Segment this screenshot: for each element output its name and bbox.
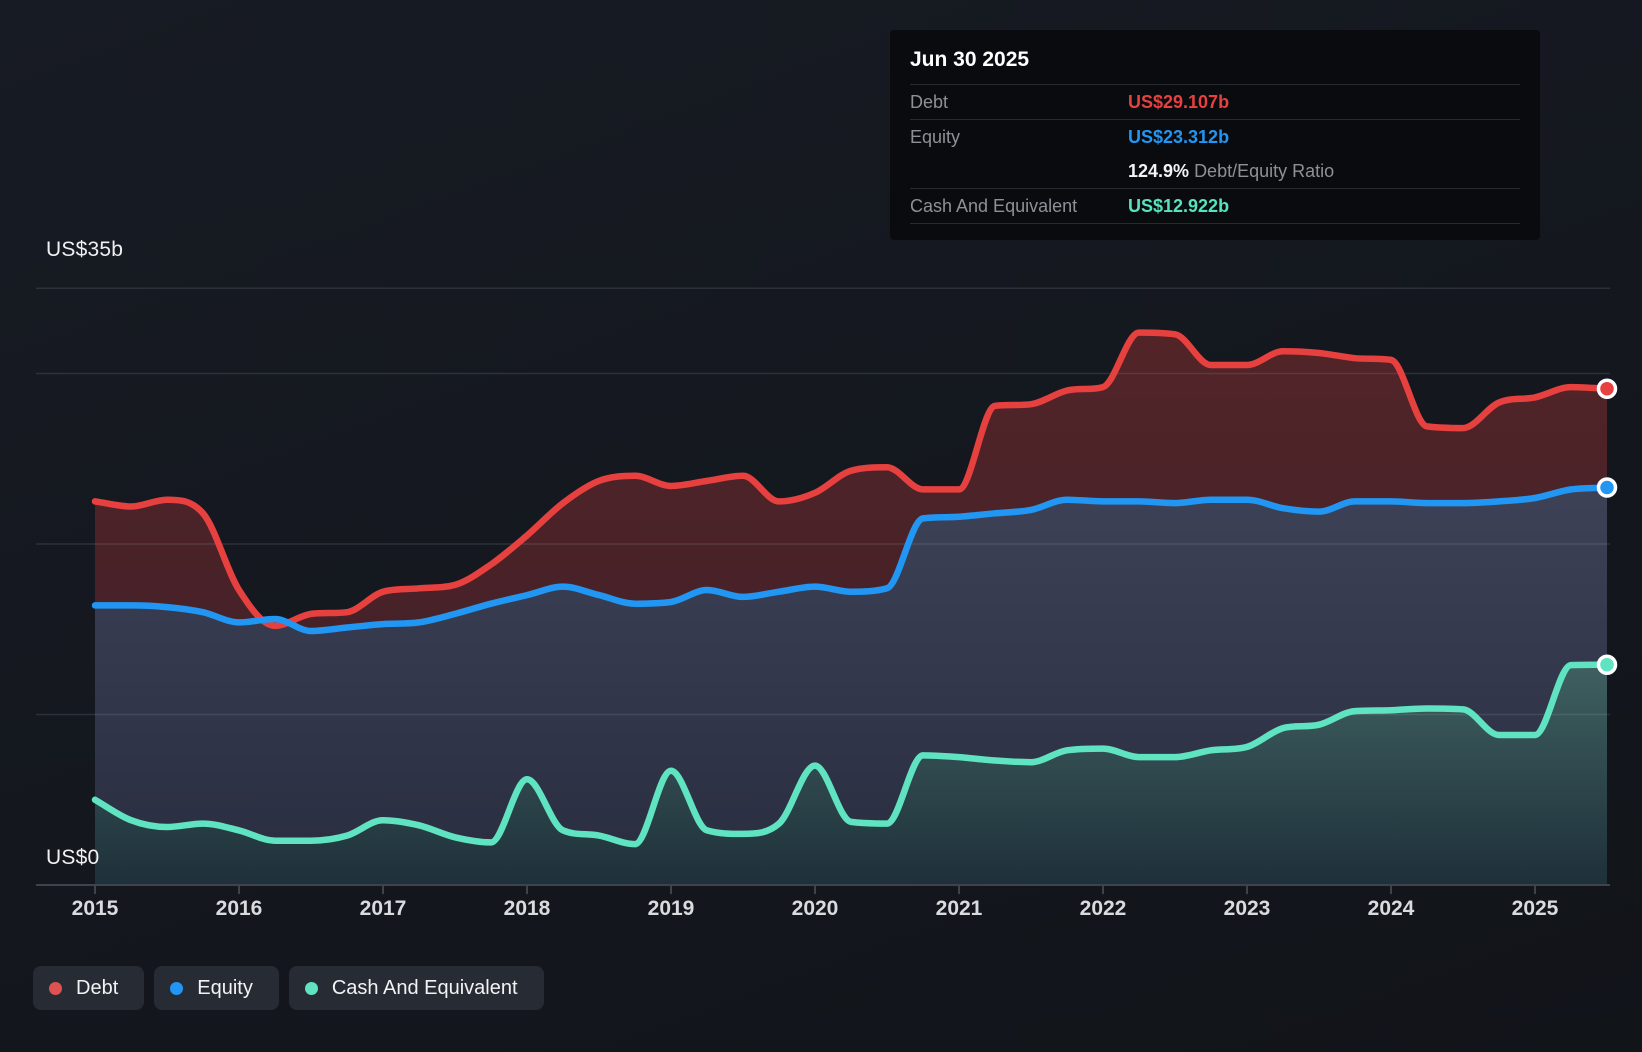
equity-end-marker xyxy=(1599,479,1616,496)
tooltip-label-debt: Debt xyxy=(910,92,948,113)
debt-equity-history-chart: US$35b US$0 2015 2016 2017 2018 2019 2020 2021… xyxy=(0,0,1642,1052)
equity-dot-icon xyxy=(170,982,183,995)
tooltip-row-debt: Debt US$29.107b xyxy=(910,84,1520,119)
x-axis-label-2021: 2021 xyxy=(936,897,983,921)
tooltip-row-debt-equity-ratio: 124.9% Debt/Equity Ratio xyxy=(910,154,1520,188)
tooltip-row-cash: Cash And Equivalent US$12.922b xyxy=(910,188,1520,224)
tooltip-row-equity: Equity US$23.312b xyxy=(910,119,1520,154)
x-axis-label-2020: 2020 xyxy=(792,897,839,921)
x-axis-label-2017: 2017 xyxy=(360,897,407,921)
x-axis-label-2023: 2023 xyxy=(1224,897,1271,921)
x-axis-label-2024: 2024 xyxy=(1368,897,1415,921)
y-axis-label-top: US$35b xyxy=(46,238,123,262)
legend-item-cash-and-equivalent[interactable]: Cash And Equivalent xyxy=(289,966,544,1010)
x-axis-label-2018: 2018 xyxy=(504,897,551,921)
chart-legend: Debt Equity Cash And Equivalent xyxy=(33,966,544,1010)
ratio-value: 124.9% xyxy=(1128,161,1194,181)
cash-end-marker xyxy=(1599,656,1616,673)
tooltip-label-cash: Cash And Equivalent xyxy=(910,196,1077,217)
legend-label-equity: Equity xyxy=(197,977,253,1000)
ratio-label: Debt/Equity Ratio xyxy=(1194,161,1334,181)
y-axis-label-bottom: US$0 xyxy=(46,846,99,870)
tooltip-value-debt-equity-ratio: 124.9% Debt/Equity Ratio xyxy=(1128,161,1334,182)
cash-and-equivalent-dot-icon xyxy=(305,982,318,995)
tooltip-rows: Debt US$29.107b Equity US$23.312b 124.9% Deb… xyxy=(910,84,1520,224)
tooltip-value-debt: US$29.107b xyxy=(1128,92,1229,113)
legend-item-equity[interactable]: Equity xyxy=(154,966,279,1010)
legend-item-debt[interactable]: Debt xyxy=(33,966,144,1010)
x-axis-label-2019: 2019 xyxy=(648,897,695,921)
chart-tooltip: Jun 30 2025 Debt US$29.107b Equity US$23.31… xyxy=(890,30,1540,240)
legend-label-debt: Debt xyxy=(76,977,118,1000)
debt-end-marker xyxy=(1599,380,1616,397)
debt-dot-icon xyxy=(49,982,62,995)
x-axis-label-2025: 2025 xyxy=(1512,897,1559,921)
x-axis-label-2022: 2022 xyxy=(1080,897,1127,921)
tooltip-value-equity: US$23.312b xyxy=(1128,127,1229,148)
tooltip-date: Jun 30 2025 xyxy=(910,40,1520,84)
tooltip-value-cash: US$12.922b xyxy=(1128,196,1229,217)
tooltip-label-equity: Equity xyxy=(910,127,960,148)
legend-label-cash-and-equivalent: Cash And Equivalent xyxy=(332,977,518,1000)
x-axis-label-2015: 2015 xyxy=(72,897,119,921)
x-axis-label-2016: 2016 xyxy=(216,897,263,921)
